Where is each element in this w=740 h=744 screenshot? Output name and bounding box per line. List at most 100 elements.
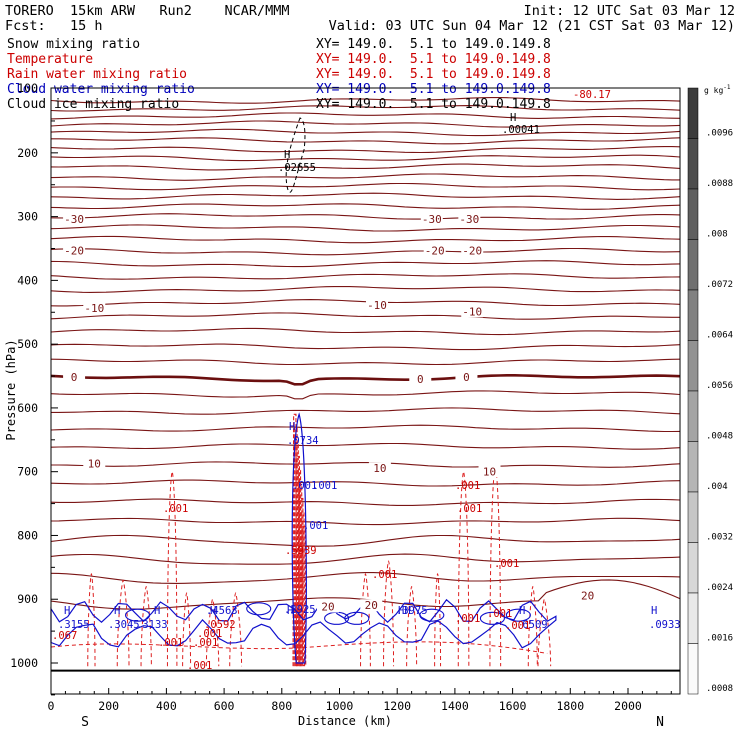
x-tick-label: 1800: [556, 699, 584, 713]
isotherm-line: [50, 553, 680, 565]
rain-contour: [292, 413, 298, 667]
colorbar-label: .0056: [706, 381, 733, 391]
plot-frame: [50, 87, 681, 695]
rain-contour: [140, 585, 152, 667]
isotherm-line: [50, 128, 680, 137]
colorbar-swatch: [687, 390, 699, 442]
y-tick-label: 300: [17, 210, 38, 224]
isotherm-line: [51, 407, 680, 415]
x-tick-label: 1600: [499, 699, 527, 713]
isotherm-line: [50, 273, 680, 280]
isotherm-label: 10: [483, 465, 496, 478]
extremum-label: .001: [158, 637, 183, 649]
cloud-water-contour: [125, 608, 151, 622]
isotherm-label: 0: [417, 373, 424, 386]
cloud-water-contour: [479, 611, 505, 625]
colorbar-swatch: [687, 491, 699, 543]
isotherm-label-bg: [461, 305, 484, 318]
isotherm-label-bg: [83, 457, 106, 470]
extremum-label: .001: [505, 620, 530, 632]
x-tick-label: 1200: [383, 699, 411, 713]
cloud-water-contour: [505, 608, 531, 622]
colorbar-swatch: [687, 441, 699, 493]
isotherm-label-bg: [409, 372, 432, 385]
extremum-label: H: [154, 605, 160, 617]
extremum-label: .00041: [502, 124, 540, 136]
y-axis-label: Pressure (hPa): [4, 339, 18, 440]
isotherm-label: 0: [463, 371, 470, 384]
extremum-label: .001: [312, 480, 337, 492]
colorbar-swatch: [687, 289, 699, 341]
extremum-label: .3133: [136, 619, 168, 631]
isotherm-label: -10: [84, 302, 104, 315]
isotherm-label: -20: [425, 245, 445, 258]
isotherm-line: [50, 442, 680, 450]
extremum-label: H: [287, 605, 293, 617]
cloud-water-contours: [50, 412, 557, 664]
extremum-label: .001: [457, 503, 482, 515]
isotherm-line: [51, 461, 680, 468]
extremum-label: .001: [494, 558, 519, 570]
isotherm-label: -10: [462, 305, 482, 318]
rain-contour: [527, 585, 538, 667]
x-tick-label: 600: [214, 699, 235, 713]
isotherm-label: 0: [71, 371, 78, 384]
extremum-label: .4563: [206, 605, 238, 617]
isotherm-line: [50, 534, 680, 547]
y-tick-label: 100: [17, 81, 38, 95]
header: TORERO 15km ARW Run2 NCAR/MMM Init: 12 U…: [5, 3, 735, 34]
colorbar-label: .004: [706, 482, 728, 492]
colorbar-swatch: [687, 239, 699, 291]
rain-contour: [116, 579, 130, 667]
colorbar-swatch: [687, 542, 699, 594]
colorbar-label: .0072: [706, 280, 733, 290]
isotherm-label: -10: [367, 299, 387, 312]
header-line2-left: Fcst: 15 h: [5, 18, 103, 34]
isotherm-label-bg: [423, 244, 446, 257]
isotherm-line: [50, 327, 680, 336]
rain-contour: [87, 573, 96, 667]
extremum-label: .001: [197, 628, 222, 640]
extremum-label: H: [64, 605, 70, 617]
colorbar-unit: g kg-1: [704, 84, 731, 95]
rain-contour: [301, 525, 307, 667]
x-tick-label: 2000: [614, 699, 642, 713]
extremum-label: H: [651, 605, 657, 617]
isotherm-line: [50, 163, 680, 171]
extremum-label: .0592: [204, 619, 236, 631]
y-tick-label: 400: [17, 273, 38, 287]
extremum-label: .3155: [58, 619, 90, 631]
isotherm-label-bg: [366, 298, 389, 311]
extremum-label: .001: [303, 520, 328, 532]
colorbar-label: .0016: [706, 633, 733, 643]
colorbar-label: .008: [706, 229, 728, 239]
colorbar-label: .0008: [706, 684, 733, 694]
isotherm-label-bg: [478, 465, 501, 478]
colorbar-swatch: [687, 138, 699, 190]
extremum-label: .2925: [284, 604, 316, 616]
extremum-label: .001: [455, 613, 480, 625]
isotherm-line: [50, 235, 680, 244]
extremum-label: .001: [187, 660, 212, 672]
isotherm-label-bg: [458, 212, 481, 225]
isotherm-line: [50, 112, 680, 120]
isotherm-label-bg: [63, 370, 86, 383]
rain-contour: [166, 471, 178, 667]
isotherm-line: [50, 146, 680, 154]
colorbar-label: .0048: [706, 431, 733, 441]
rain-contour: [229, 592, 243, 667]
x-tick-label: 0: [48, 699, 55, 713]
legend-xy-snow: XY= 149.0. 5.1 to 149.0.149.8: [316, 37, 551, 52]
x-axis-ticks: 0 200 400 600 800 1000 1200 1400 1600 1800 2000: [48, 688, 672, 713]
cloud-water-contour: [419, 608, 445, 622]
isotherm-label-bg: [420, 212, 443, 225]
x-tick-label: 200: [98, 699, 119, 713]
isotherm-label: 20: [321, 601, 334, 614]
extremum-label: .3975: [396, 605, 428, 617]
isotherm-label: -30: [422, 213, 442, 226]
colorbar-swatch: [687, 340, 699, 392]
cloud-ice-contour: [285, 117, 306, 193]
colorbar-swatch: [687, 87, 699, 139]
isotherm-line: [50, 517, 680, 526]
axes: [50, 87, 681, 695]
